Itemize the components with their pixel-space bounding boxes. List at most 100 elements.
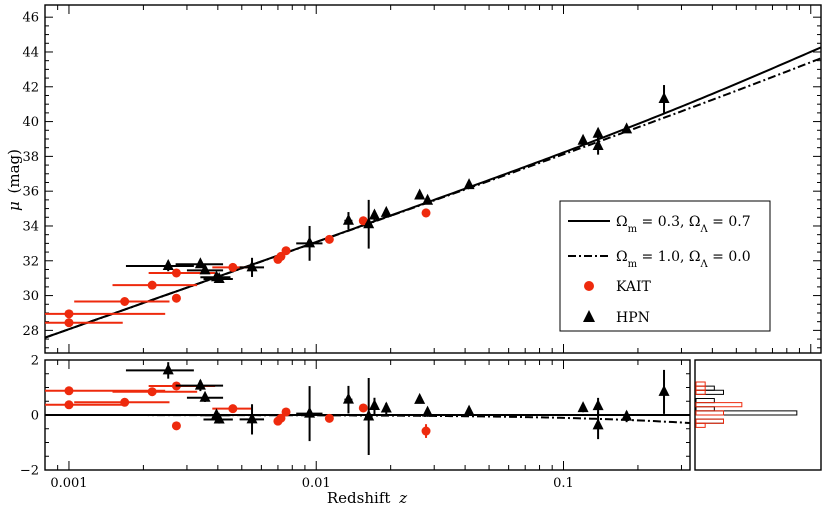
kait-marker [171, 293, 181, 303]
x-tick-label: 0.001 [50, 476, 87, 491]
legend-kait-marker [584, 281, 594, 291]
histogram-frame [694, 359, 822, 471]
hpn-marker [414, 188, 426, 200]
main-y-tick-label: 38 [22, 150, 39, 165]
hpn-residual-marker [246, 412, 258, 424]
hpn-residual-point [203, 412, 233, 424]
main-y-tick-label: 42 [22, 80, 39, 95]
kait-point [45, 318, 123, 328]
hpn-point [203, 272, 233, 284]
hpn-marker [246, 260, 258, 272]
hpn-marker [162, 259, 174, 270]
kait-marker [120, 296, 130, 306]
hpn-point [125, 259, 194, 272]
hpn-residual-point [200, 408, 231, 420]
hpn-marker [199, 263, 211, 275]
x-tick-label: 0.01 [302, 476, 331, 491]
hpn-residual-marker [162, 363, 174, 375]
kait-marker [64, 309, 74, 319]
main-y-tick-label: 44 [22, 45, 39, 60]
hpn-residual-marker [592, 418, 604, 430]
hpn-histogram-bar [695, 418, 724, 424]
legend-box [559, 200, 771, 332]
hpn-marker [304, 236, 316, 248]
kait-point [276, 251, 286, 261]
hpn-residual-point [239, 404, 265, 435]
hpn-point [239, 257, 265, 277]
kait-residual-marker [281, 407, 291, 417]
kait-marker [276, 251, 286, 261]
kait-point [324, 234, 334, 244]
hpn-residual-marker [380, 401, 392, 413]
kait-marker [64, 318, 74, 328]
kait-residual-point [112, 387, 198, 397]
hpn-residual-marker [658, 384, 670, 396]
hpn-point [368, 208, 380, 221]
hpn-point [175, 257, 224, 269]
hpn-marker [592, 126, 604, 138]
hpn-point [186, 263, 224, 275]
kait-histogram-bar [695, 402, 743, 408]
model-curve-2 [45, 57, 821, 339]
kait-residual-point [281, 407, 291, 417]
kait-residual-marker [228, 404, 238, 414]
tick-labels: 28 30 32 34 36 38 40 42 44 46 −2 0 2 0.001 0.01 0.1 [20, 11, 574, 491]
main-y-tick-label: 40 [22, 115, 39, 130]
kait-residual-marker [64, 386, 74, 396]
hpn-residual-marker [194, 378, 206, 390]
kait-residual-marker [421, 426, 431, 436]
hpn-point [592, 126, 604, 139]
kait-residual-point [74, 397, 170, 407]
hpn-marker [213, 272, 225, 284]
hpn-residual-point [342, 385, 354, 414]
hpn-point [422, 193, 434, 205]
residual-y-tick-label: 2 [31, 354, 39, 369]
residual-histogram-bars [695, 381, 798, 428]
legend-model-1-label: Ωm = 0.3, ΩΛ = 0.7 [616, 214, 751, 235]
kait-point [45, 309, 166, 319]
kait-histogram-bar [695, 389, 706, 395]
hpn-marker [194, 257, 206, 269]
hpn-point [658, 85, 670, 113]
legend-model-2-label: Ωm = 1.0, ΩΛ = 0.0 [616, 249, 751, 270]
residual-model-curves [45, 414, 690, 425]
main-plot-frame [44, 4, 822, 354]
kait-residual-marker [147, 387, 157, 397]
hpn-residual-marker [592, 399, 604, 411]
hpn-marker [380, 205, 392, 217]
kait-residual-marker [171, 421, 181, 431]
kait-marker [147, 280, 157, 290]
hpn-histogram-bar [695, 398, 715, 404]
hpn-marker [592, 138, 604, 150]
hpn-residual-marker [621, 409, 633, 421]
kait-point [112, 280, 198, 290]
kait-residual-point [358, 403, 368, 413]
residual-model-curve-2 [45, 414, 690, 425]
kait-residual-marker [64, 400, 74, 410]
hpn-marker [422, 193, 434, 205]
hpn-residual-marker [368, 399, 380, 411]
main-y-tick-label: 46 [22, 11, 39, 26]
kait-histogram-bar [695, 410, 724, 416]
legend-hpn-marker [583, 310, 595, 322]
kait-marker [358, 216, 368, 226]
main-y-tick-label: 30 [22, 289, 39, 304]
hpn-marker [368, 208, 380, 220]
hpn-residual-point [380, 401, 392, 415]
kait-residual-marker [120, 397, 130, 407]
hpn-residual-point [592, 411, 604, 440]
kait-marker [171, 268, 181, 278]
hpn-point [463, 178, 475, 190]
hpn-residual-marker [422, 405, 434, 417]
kait-histogram-bar [695, 422, 706, 428]
legend: Ωm = 0.3, ΩΛ = 0.7 Ωm = 1.0, ΩΛ = 0.0 KA… [559, 200, 771, 332]
legend-hpn-label: HPN [616, 310, 650, 326]
main-y-tick-label: 28 [22, 324, 39, 339]
hpn-point [414, 188, 426, 200]
main-y-tick-label: 32 [22, 254, 39, 269]
kait-residual-point [324, 413, 334, 423]
kait-marker [228, 262, 238, 272]
kait-point [281, 246, 291, 256]
hpn-marker [342, 213, 354, 225]
